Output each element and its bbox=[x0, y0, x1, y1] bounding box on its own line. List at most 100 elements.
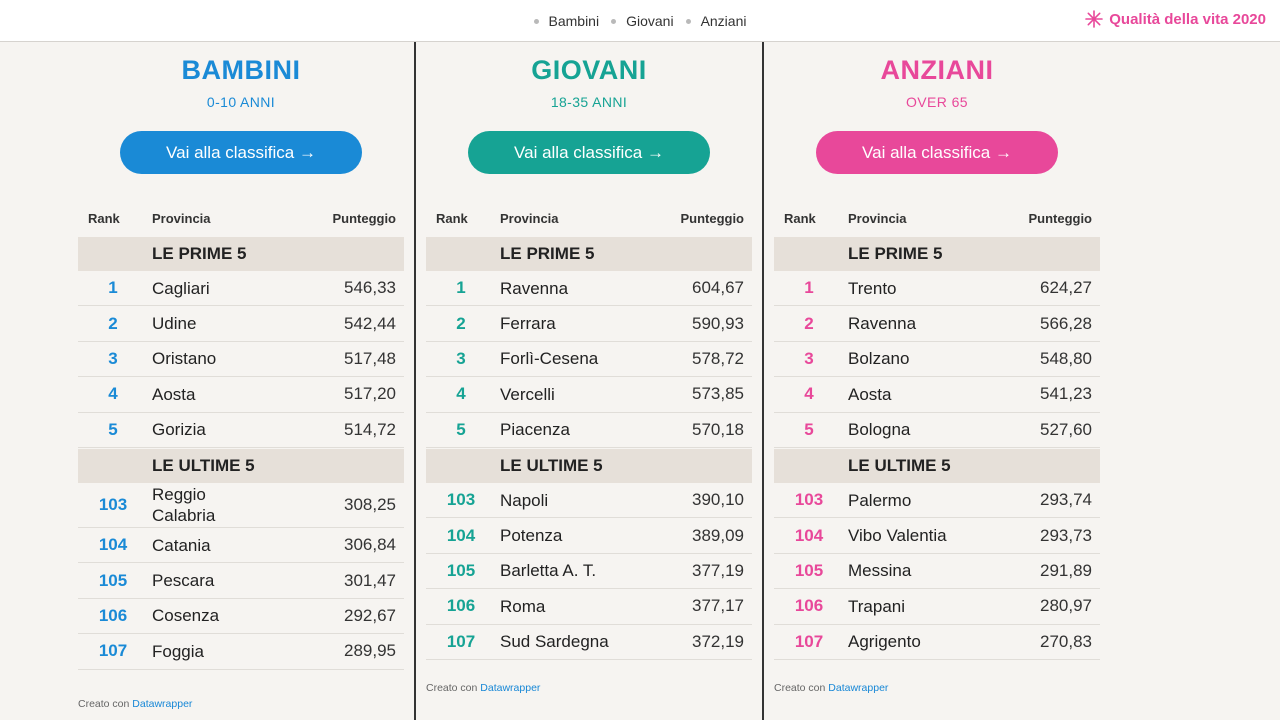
province-name: Vibo Valentia bbox=[848, 526, 947, 546]
vai-alla-classifica-button[interactable]: Vai alla classifica → bbox=[816, 131, 1058, 174]
nav-item-bambini[interactable]: Bambini bbox=[533, 13, 600, 29]
top-bar: Bambini Giovani Anziani Qualità della vi… bbox=[0, 0, 1280, 42]
table-row: 2 Udine 542,44 bbox=[78, 306, 404, 342]
table-header: Rank Provincia Punteggio bbox=[78, 200, 404, 236]
province-name: Oristano bbox=[152, 349, 217, 369]
score-value: 293,74 bbox=[1040, 490, 1092, 510]
nav-item-giovani[interactable]: Giovani bbox=[611, 13, 674, 29]
score-value: 541,23 bbox=[1040, 384, 1092, 404]
datawrapper-link[interactable]: Datawrapper bbox=[480, 681, 541, 694]
nav-item-label: Giovani bbox=[626, 13, 674, 29]
table-row: 107 Agrigento 270,83 bbox=[774, 625, 1100, 660]
credit-line: Creato con Datawrapper bbox=[426, 682, 752, 694]
province-name: Messina bbox=[848, 561, 912, 581]
score-value: 270,83 bbox=[1040, 631, 1092, 651]
province-name: Potenza bbox=[500, 526, 563, 546]
table-row: 5 Piacenza 570,18 bbox=[426, 413, 752, 448]
table-row: 107 Foggia 289,95 bbox=[78, 634, 404, 670]
rank-value: 4 bbox=[804, 384, 814, 404]
table-row: 2 Ravenna 566,28 bbox=[774, 306, 1100, 342]
score-value: 306,84 bbox=[344, 535, 396, 555]
ranking-panel-bambini: BAMBINI 0-10 ANNI Vai alla classifica → … bbox=[78, 42, 404, 710]
section-header-top: LE PRIME 5 bbox=[78, 237, 404, 271]
table-row: 3 Oristano 517,48 bbox=[78, 342, 404, 378]
rank-value: 105 bbox=[98, 570, 128, 590]
rank-value: 107 bbox=[794, 631, 824, 651]
nav-item-label: Bambini bbox=[548, 13, 600, 29]
panel-subtitle: OVER 65 bbox=[906, 94, 968, 110]
table-row: 107 Sud Sardegna 372,19 bbox=[426, 625, 752, 660]
section-label: LE PRIME 5 bbox=[848, 244, 943, 263]
header-punteggio: Punteggio bbox=[680, 210, 744, 226]
panel-title: BAMBINI bbox=[181, 55, 301, 85]
header-provincia: Provincia bbox=[152, 210, 211, 226]
province-name: Pescara bbox=[152, 571, 215, 591]
score-value: 590,93 bbox=[692, 313, 744, 333]
table-row: 5 Bologna 527,60 bbox=[774, 413, 1100, 448]
province-name: Agrigento bbox=[848, 632, 921, 652]
credit-line: Creato con Datawrapper bbox=[774, 682, 1100, 694]
rank-value: 104 bbox=[98, 535, 128, 555]
rank-value: 1 bbox=[108, 278, 118, 298]
rank-value: 106 bbox=[446, 596, 476, 616]
rank-value: 103 bbox=[98, 494, 128, 514]
vai-alla-classifica-button[interactable]: Vai alla classifica → bbox=[468, 131, 710, 174]
score-value: 280,97 bbox=[1040, 596, 1092, 616]
province-name: Gorizia bbox=[152, 420, 206, 440]
province-name: Piacenza bbox=[500, 420, 570, 440]
province-name: Roma bbox=[500, 596, 546, 616]
table-header: Rank Provincia Punteggio bbox=[426, 200, 752, 236]
table-row: 103 Palermo 293,74 bbox=[774, 483, 1100, 519]
section-header-bottom: LE ULTIME 5 bbox=[78, 448, 404, 483]
score-value: 372,19 bbox=[692, 631, 744, 651]
header-rank: Rank bbox=[784, 210, 816, 226]
rank-value: 2 bbox=[804, 313, 814, 333]
rank-value: 4 bbox=[108, 384, 118, 404]
rank-value: 2 bbox=[108, 313, 118, 333]
rank-value: 2 bbox=[456, 313, 466, 333]
table-row: 1 Cagliari 546,33 bbox=[78, 271, 404, 307]
table-row: 3 Bolzano 548,80 bbox=[774, 342, 1100, 378]
province-name: Aosta bbox=[848, 384, 892, 404]
section-label: LE ULTIME 5 bbox=[500, 455, 603, 475]
bullet-icon bbox=[611, 18, 617, 24]
province-name: Vercelli bbox=[500, 384, 555, 404]
rank-value: 104 bbox=[446, 525, 476, 545]
section-label: LE ULTIME 5 bbox=[848, 455, 951, 475]
rank-value: 1 bbox=[804, 278, 814, 298]
province-name: Ravenna bbox=[500, 278, 569, 298]
rank-value: 107 bbox=[446, 631, 476, 651]
table-row: 104 Catania 306,84 bbox=[78, 528, 404, 564]
rank-value: 105 bbox=[794, 560, 824, 580]
panel-subtitle: 18-35 ANNI bbox=[550, 94, 628, 110]
vai-alla-classifica-button[interactable]: Vai alla classifica → bbox=[120, 131, 362, 174]
score-value: 604,67 bbox=[692, 278, 744, 298]
score-value: 548,80 bbox=[1040, 348, 1092, 368]
bullet-icon bbox=[533, 18, 539, 24]
ranking-panel-giovani: GIOVANI 18-35 ANNI Vai alla classifica →… bbox=[426, 42, 752, 694]
bullet-icon bbox=[685, 18, 691, 24]
score-value: 542,44 bbox=[344, 313, 396, 333]
score-value: 301,47 bbox=[344, 570, 396, 590]
score-value: 566,28 bbox=[1040, 313, 1092, 333]
section-label: LE PRIME 5 bbox=[500, 244, 595, 263]
section-label: LE PRIME 5 bbox=[152, 244, 247, 263]
rank-value: 4 bbox=[456, 384, 466, 404]
nav-item-anziani[interactable]: Anziani bbox=[685, 13, 746, 29]
credit-line: Creato con Datawrapper bbox=[78, 698, 404, 710]
panel-title: ANZIANI bbox=[880, 55, 994, 85]
province-name: Cagliari bbox=[152, 278, 210, 298]
score-value: 517,48 bbox=[344, 348, 396, 368]
rank-value: 3 bbox=[108, 348, 118, 368]
brand-logo[interactable]: Qualità della vita 2020 bbox=[1084, 0, 1266, 38]
rank-value: 103 bbox=[446, 490, 476, 510]
score-value: 377,17 bbox=[692, 596, 744, 616]
table-row: 2 Ferrara 590,93 bbox=[426, 306, 752, 342]
score-value: 578,72 bbox=[692, 348, 744, 368]
datawrapper-link[interactable]: Datawrapper bbox=[132, 697, 193, 710]
province-name: Udine bbox=[152, 314, 197, 334]
table-row: 106 Trapani 280,97 bbox=[774, 589, 1100, 625]
section-header-top: LE PRIME 5 bbox=[426, 237, 752, 271]
datawrapper-link[interactable]: Datawrapper bbox=[828, 681, 889, 694]
column-divider bbox=[414, 42, 416, 720]
